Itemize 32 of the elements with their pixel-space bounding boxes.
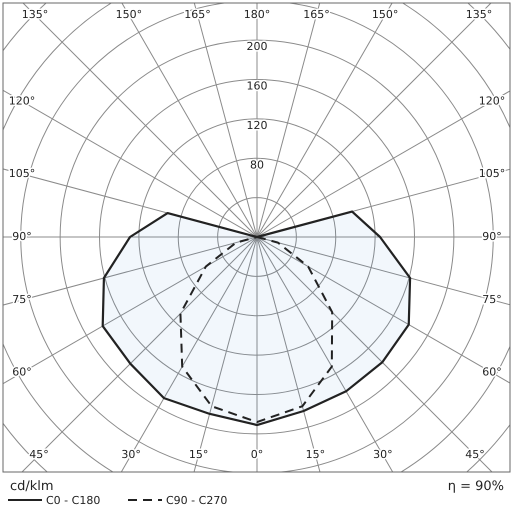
spoke-label: 75° — [12, 292, 32, 306]
y-tick-label: 200 — [246, 40, 268, 54]
spoke-label: 120° — [478, 94, 506, 108]
spoke-label: 135° — [22, 8, 48, 22]
legend-label: C90 - C270 — [166, 494, 228, 507]
spoke-label: 165° — [184, 8, 211, 22]
spoke-label: 45° — [29, 448, 49, 462]
spoke-label: 15° — [188, 448, 208, 462]
spoke-label: 90° — [482, 230, 502, 244]
legend-label: C0 - C180 — [46, 494, 100, 507]
spoke-label: 150° — [116, 8, 142, 22]
spoke-label: 15° — [306, 448, 326, 462]
spoke-label: 90° — [12, 230, 32, 244]
spoke-label: 45° — [465, 448, 485, 462]
y-tick-label: 80 — [250, 158, 264, 172]
spoke-label: 105° — [8, 167, 36, 180]
spoke-label: 0° — [250, 448, 264, 462]
spoke-label: 165° — [303, 8, 330, 22]
spoke-label: 150° — [372, 8, 398, 22]
spoke-label: 135° — [466, 8, 492, 22]
spoke-label: 30° — [121, 448, 141, 462]
spoke-label: 120° — [8, 94, 36, 108]
text: η = 90% — [448, 479, 504, 494]
spoke-label: 60° — [482, 366, 502, 379]
spoke-label: 60° — [12, 366, 32, 379]
text: cd/klm — [10, 479, 54, 494]
spoke-label: 180° — [244, 8, 270, 22]
spoke-label: 30° — [373, 448, 393, 462]
y-tick-label: 120 — [246, 118, 268, 132]
spoke-label: 75° — [482, 292, 502, 306]
spoke-label: 105° — [478, 167, 506, 180]
y-tick-label: 160 — [246, 80, 268, 92]
